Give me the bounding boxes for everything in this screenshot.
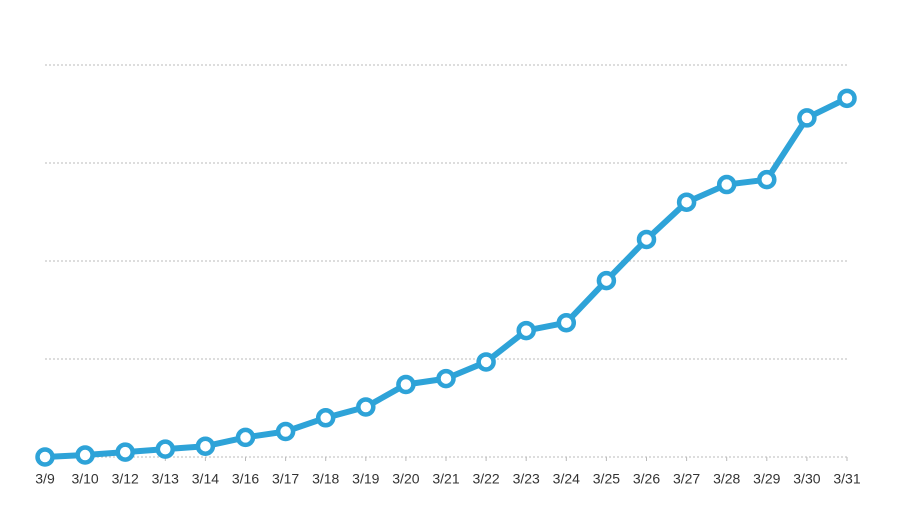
point <box>676 192 697 212</box>
x-tick-label: 3/29 <box>753 471 780 487</box>
x-tick-label: 3/18 <box>312 471 339 487</box>
x-tick-label: 3/14 <box>192 471 219 487</box>
x-tick-label: 3/17 <box>272 471 299 487</box>
point <box>75 445 95 465</box>
x-tick-label: 3/12 <box>112 471 139 487</box>
x-tick-label: 3/30 <box>793 471 820 487</box>
point <box>436 368 456 389</box>
point <box>195 436 216 456</box>
x-tick-label: 3/27 <box>673 471 700 487</box>
x-tick-label: 3/19 <box>352 471 379 487</box>
x-tick-label: 3/26 <box>633 471 660 487</box>
x-tick-label: 3/31 <box>833 471 860 487</box>
point <box>115 442 135 462</box>
point <box>396 374 416 395</box>
x-tick-label: 3/28 <box>713 471 740 487</box>
x-tick-label: 3/13 <box>152 471 179 487</box>
x-tick-label: 3/21 <box>432 471 459 487</box>
point <box>797 108 817 128</box>
point <box>516 320 536 341</box>
point <box>155 439 176 459</box>
x-tick-label: 3/24 <box>553 471 580 487</box>
point <box>716 174 737 195</box>
x-tick-label: 3/16 <box>232 471 259 487</box>
point <box>837 88 857 109</box>
point <box>235 427 256 448</box>
point <box>636 229 657 250</box>
x-tick-label: 3/25 <box>593 471 620 487</box>
point <box>315 408 336 428</box>
x-tick-label: 3/20 <box>392 471 419 487</box>
x-tick-label: 3/9 <box>35 471 55 487</box>
x-tick-label: 3/22 <box>472 471 499 487</box>
point <box>275 421 296 442</box>
point <box>556 312 577 333</box>
point <box>757 169 777 190</box>
line <box>44 95 849 460</box>
x-tick-label: 3/23 <box>513 471 540 487</box>
point <box>596 270 617 291</box>
point <box>476 352 496 372</box>
point <box>35 447 55 467</box>
x-tick-label: 3/10 <box>71 471 98 487</box>
point <box>356 397 376 417</box>
